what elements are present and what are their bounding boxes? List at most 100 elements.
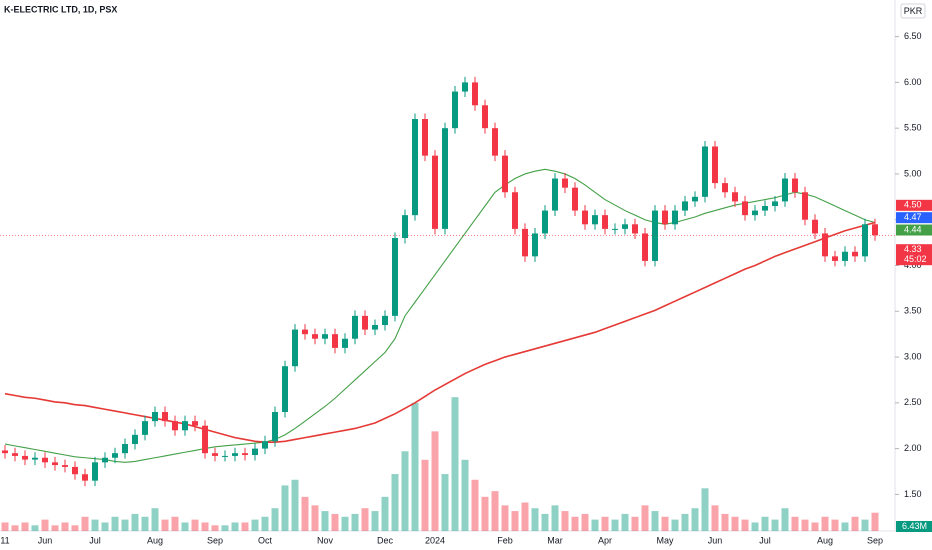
candle-body bbox=[2, 450, 8, 454]
candle-body bbox=[62, 465, 68, 467]
volume-bar bbox=[181, 522, 189, 531]
candle-body bbox=[242, 453, 248, 456]
candle-body bbox=[122, 444, 128, 454]
price-label: 4.50 bbox=[904, 200, 922, 210]
volume-bar bbox=[551, 505, 559, 531]
candle-body bbox=[742, 201, 748, 216]
volume-bar bbox=[141, 516, 149, 531]
candle-body bbox=[652, 210, 658, 261]
volume-bar bbox=[331, 513, 339, 531]
volume-bar bbox=[211, 525, 219, 531]
price-label: 4.47 bbox=[904, 212, 922, 222]
volume-bar bbox=[61, 522, 69, 531]
volume-bar bbox=[171, 516, 179, 531]
candle-body bbox=[282, 366, 288, 412]
volume-bar bbox=[221, 525, 229, 531]
candle-body bbox=[72, 466, 78, 475]
x-tick-label: Sep bbox=[867, 535, 883, 545]
candle-body bbox=[752, 210, 758, 216]
volume-bar bbox=[391, 474, 399, 531]
x-tick-label: Jun bbox=[38, 535, 53, 545]
x-tick-label: Jul bbox=[89, 535, 101, 545]
candle-body bbox=[802, 192, 808, 220]
x-tick-label: Aug bbox=[817, 535, 833, 545]
candle-body bbox=[522, 228, 528, 257]
volume-bar bbox=[81, 516, 89, 531]
volume-bar bbox=[841, 522, 849, 531]
candle-body bbox=[762, 205, 768, 211]
candle-body bbox=[632, 224, 638, 234]
volume-label-box bbox=[896, 521, 932, 532]
y-tick-label: 6.50 bbox=[904, 31, 922, 41]
volume-bar bbox=[501, 505, 509, 531]
volume-bar bbox=[611, 519, 619, 531]
volume-bar bbox=[91, 519, 99, 531]
volume-bar bbox=[231, 522, 239, 531]
y-tick-label: 3.00 bbox=[904, 351, 922, 361]
candle-body bbox=[412, 119, 418, 216]
candle-body bbox=[442, 128, 448, 229]
volume-bar bbox=[341, 516, 349, 531]
volume-bar bbox=[451, 397, 459, 531]
candle-body bbox=[92, 462, 98, 481]
candle-body bbox=[32, 457, 38, 460]
price-label-box bbox=[896, 212, 932, 224]
candle-body bbox=[312, 334, 318, 339]
candle-body bbox=[402, 215, 408, 239]
volume-bar bbox=[781, 508, 789, 531]
candle-body bbox=[12, 453, 18, 456]
candle-body bbox=[692, 196, 698, 202]
candle-body bbox=[142, 421, 148, 435]
x-tick-label: Jun bbox=[708, 535, 723, 545]
volume-bar bbox=[731, 516, 739, 531]
volume-bar bbox=[371, 511, 379, 531]
volume-bar bbox=[641, 505, 649, 531]
countdown: 45:02 bbox=[904, 254, 927, 264]
volume-bar bbox=[511, 511, 519, 531]
volume-bar bbox=[201, 522, 209, 531]
volume-bar bbox=[381, 496, 389, 531]
candle-body bbox=[262, 441, 268, 449]
candle-body bbox=[192, 421, 198, 426]
candle-body bbox=[862, 224, 868, 257]
volume-bar bbox=[401, 451, 409, 531]
candle-body bbox=[672, 210, 678, 225]
volume-bar bbox=[871, 512, 879, 531]
candle-body bbox=[492, 128, 498, 156]
candle-body bbox=[422, 119, 428, 156]
candle-body bbox=[702, 146, 708, 197]
volume-bar bbox=[101, 522, 109, 531]
y-tick-label: 2.50 bbox=[904, 397, 922, 407]
y-tick-label: 6.00 bbox=[904, 77, 922, 87]
volume-bar bbox=[621, 513, 629, 531]
volume-bar bbox=[351, 513, 359, 531]
candle-body bbox=[512, 192, 518, 229]
volume-bar bbox=[561, 511, 569, 531]
volume-bar bbox=[481, 496, 489, 531]
candle-body bbox=[382, 315, 388, 326]
volume-bar bbox=[461, 459, 469, 531]
candle-body bbox=[112, 453, 118, 458]
price-label: 4.44 bbox=[904, 224, 922, 234]
volume-bar bbox=[51, 525, 59, 531]
candle-body bbox=[612, 228, 618, 230]
volume-bar bbox=[861, 519, 869, 531]
candle-body bbox=[42, 457, 48, 463]
candle-body bbox=[212, 453, 218, 456]
volume-bar bbox=[791, 516, 799, 531]
y-tick-label: 2.00 bbox=[904, 443, 922, 453]
x-tick-label: Mar bbox=[547, 535, 563, 545]
x-tick-label: 11 bbox=[0, 535, 9, 545]
candle-body bbox=[542, 210, 548, 234]
candle-body bbox=[272, 411, 278, 442]
volume-bar bbox=[631, 516, 639, 531]
candle-body bbox=[232, 453, 238, 456]
volume-bar bbox=[521, 502, 529, 531]
candle-body bbox=[592, 215, 598, 225]
volume-bar bbox=[311, 505, 319, 531]
candle-body bbox=[362, 315, 368, 330]
volume-bar bbox=[851, 516, 859, 531]
candle-body bbox=[292, 329, 298, 367]
currency-box[interactable] bbox=[900, 3, 926, 19]
currency[interactable]: PKR bbox=[904, 6, 923, 16]
